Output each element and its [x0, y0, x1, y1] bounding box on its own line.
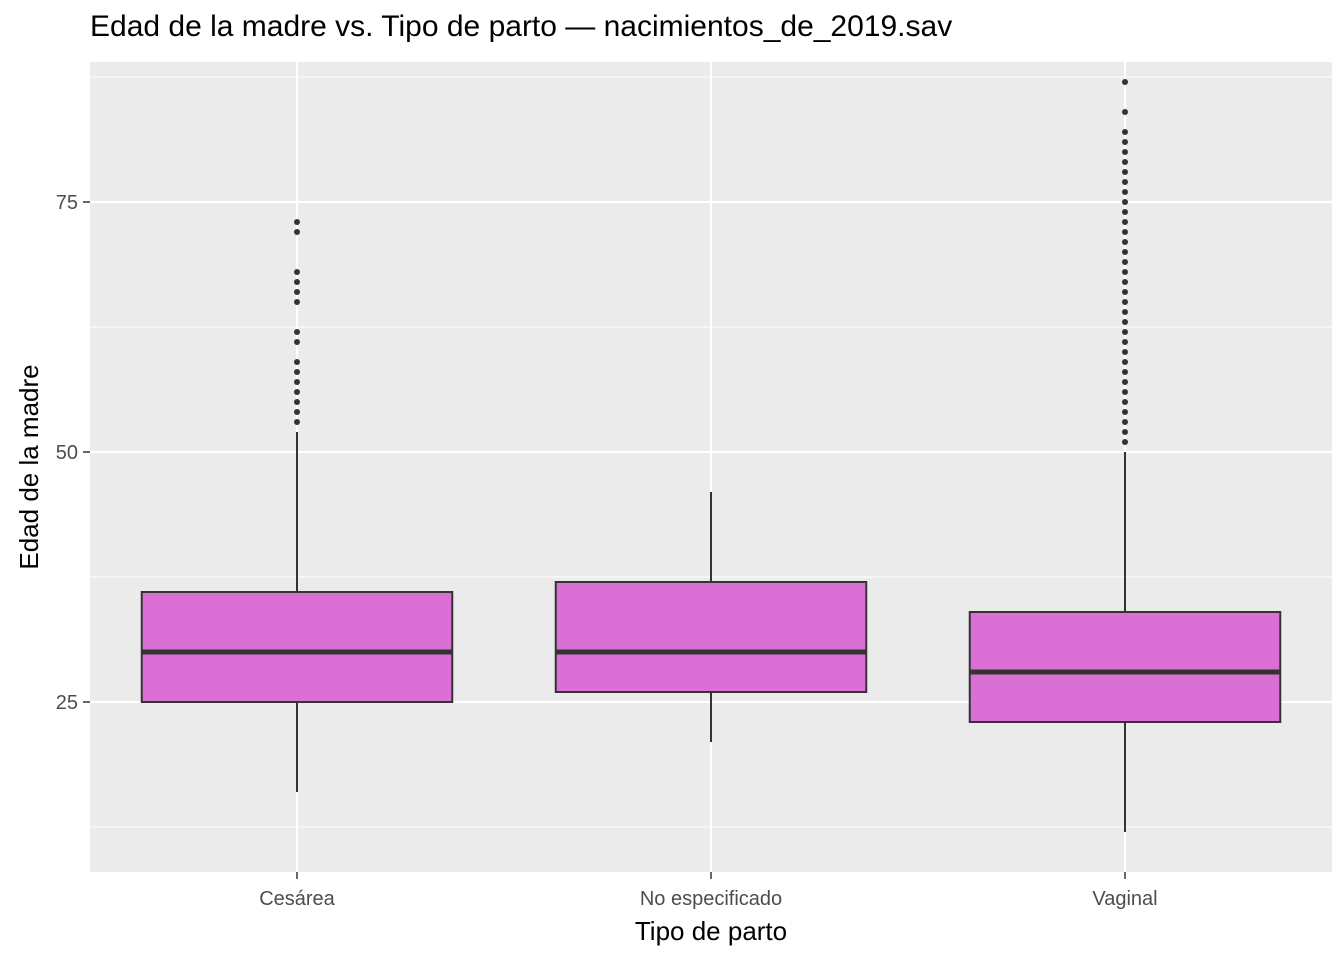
outlier-point: [294, 379, 300, 385]
x-tick-label: Vaginal: [1092, 888, 1157, 910]
outlier-point: [1122, 429, 1128, 435]
outlier-point: [294, 269, 300, 275]
outlier-point: [1122, 409, 1128, 415]
outlier-point: [1122, 379, 1128, 385]
box-iqr: [968, 611, 1282, 723]
outlier-point: [1122, 109, 1128, 115]
box-group: [968, 79, 1282, 832]
outlier-point: [1122, 439, 1128, 445]
box-iqr: [554, 581, 868, 693]
outlier-point: [1122, 169, 1128, 175]
outlier-point: [1122, 159, 1128, 165]
outlier-point: [294, 289, 300, 295]
outlier-point: [1122, 219, 1128, 225]
outlier-point: [294, 359, 300, 365]
outlier-point: [1122, 299, 1128, 305]
outlier-point: [294, 229, 300, 235]
box-group: [140, 219, 454, 792]
x-axis-title: Tipo de parto: [635, 916, 787, 946]
outlier-point: [1122, 329, 1128, 335]
y-axis-title: Edad de la madre: [14, 364, 44, 569]
outlier-point: [1122, 79, 1128, 85]
outlier-point: [1122, 239, 1128, 245]
y-tick-label: 25: [56, 692, 78, 714]
outlier-point: [1122, 189, 1128, 195]
outlier-point: [1122, 129, 1128, 135]
y-tick-label: 75: [56, 192, 78, 214]
outlier-point: [1122, 359, 1128, 365]
x-tick-label: Cesárea: [259, 888, 335, 910]
outlier-point: [294, 409, 300, 415]
y-tick-label: 50: [56, 442, 78, 464]
outlier-point: [1122, 419, 1128, 425]
box-series: [140, 79, 1282, 832]
outlier-point: [1122, 229, 1128, 235]
outlier-point: [1122, 149, 1128, 155]
outlier-point: [1122, 309, 1128, 315]
x-axis: Cesárea No especificado Vaginal: [259, 872, 1158, 910]
outlier-point: [1122, 289, 1128, 295]
y-axis: 25 50 75: [56, 192, 90, 714]
outlier-point: [1122, 389, 1128, 395]
outlier-point: [1122, 349, 1128, 355]
box-group: [554, 492, 868, 742]
outlier-point: [294, 329, 300, 335]
outlier-point: [1122, 179, 1128, 185]
outlier-point: [294, 389, 300, 395]
outlier-point: [1122, 319, 1128, 325]
chart-title: Edad de la madre vs. Tipo de parto — nac…: [90, 10, 953, 43]
x-tick-label: No especificado: [640, 888, 782, 910]
outlier-point: [1122, 399, 1128, 405]
outlier-point: [1122, 139, 1128, 145]
outlier-point: [294, 299, 300, 305]
outlier-point: [294, 369, 300, 375]
outlier-point: [1122, 199, 1128, 205]
outlier-point: [1122, 249, 1128, 255]
outlier-point: [1122, 269, 1128, 275]
outlier-point: [294, 419, 300, 425]
outlier-point: [294, 219, 300, 225]
outlier-point: [1122, 369, 1128, 375]
box-iqr: [140, 591, 454, 703]
outlier-point: [294, 279, 300, 285]
outlier-point: [1122, 209, 1128, 215]
outlier-point: [294, 339, 300, 345]
outlier-point: [1122, 339, 1128, 345]
outlier-point: [294, 399, 300, 405]
outlier-point: [1122, 259, 1128, 265]
outlier-point: [1122, 279, 1128, 285]
